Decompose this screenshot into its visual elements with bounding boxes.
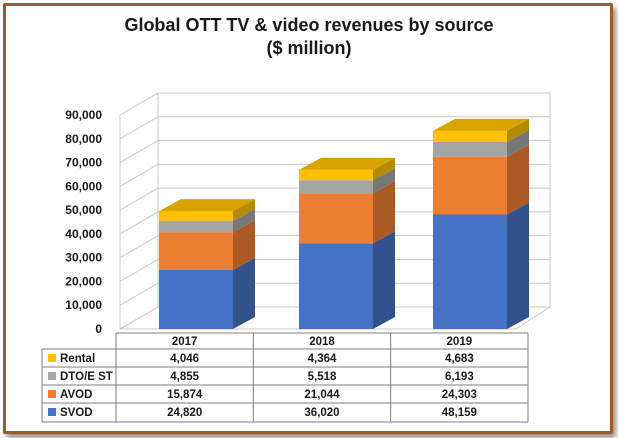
data-label-Rental: 4,046 bbox=[170, 353, 199, 365]
bar-side-AVOD-2017 bbox=[233, 220, 255, 270]
y-tick-label: 70,000 bbox=[65, 156, 102, 170]
bar-top-2019 bbox=[433, 118, 529, 131]
legend-label-SVOD: SVOD bbox=[60, 407, 93, 419]
bar-SVOD-2018 bbox=[299, 243, 373, 329]
data-label-AVOD: 24,303 bbox=[442, 389, 477, 401]
bar-Rental-2018 bbox=[299, 169, 373, 181]
bar-side-DTO/E ST-2018 bbox=[373, 168, 395, 194]
gridline-side bbox=[119, 211, 159, 235]
y-tick-label: 40,000 bbox=[65, 227, 102, 241]
gridline-side bbox=[119, 92, 159, 116]
y-axis: 0 10,000 20,000 30,000 40,000 50,000 60,000 70,… bbox=[65, 108, 102, 336]
y-tick-label: 50,000 bbox=[65, 203, 102, 217]
subtitle-line: ($ million) bbox=[266, 38, 352, 58]
bar-side-SVOD-2017 bbox=[233, 257, 255, 329]
data-label-SVOD: 24,820 bbox=[167, 407, 202, 419]
data-label-DTO/E ST: 5,518 bbox=[308, 371, 337, 383]
data-label-Rental: 4,364 bbox=[308, 353, 337, 365]
gridline-side bbox=[119, 116, 159, 140]
gridline-side bbox=[119, 235, 159, 259]
title-line: Global OTT TV & video revenues by source bbox=[124, 15, 494, 35]
chart-title: Global OTT TV & video revenues by source… bbox=[0, 14, 618, 60]
bar-DTO/E ST-2019 bbox=[433, 141, 507, 157]
legend-key-SVOD bbox=[48, 408, 56, 416]
data-label-DTO/E ST: 4,855 bbox=[170, 371, 199, 383]
data-label-SVOD: 48,159 bbox=[442, 407, 477, 419]
data-table: 2017 2018 2019 Rental 4,046 4,364 4,683 DTO/E S… bbox=[41, 332, 529, 423]
bar-DTO/E ST-2017 bbox=[159, 220, 233, 233]
bar-top-2017 bbox=[159, 199, 255, 212]
bar-side-Rental-2019 bbox=[507, 118, 529, 142]
gridline-side bbox=[119, 187, 159, 211]
y-tick-label: 30,000 bbox=[65, 251, 102, 265]
gridline-side bbox=[119, 282, 159, 306]
bar-side-Rental-2018 bbox=[373, 157, 395, 181]
table-category-header: 2017 bbox=[172, 336, 198, 348]
bar-AVOD-2017 bbox=[159, 232, 233, 270]
bar-side-SVOD-2018 bbox=[373, 231, 395, 329]
legend-label-Rental: Rental bbox=[60, 353, 95, 365]
gridline-side bbox=[119, 163, 159, 187]
legend-key-AVOD bbox=[48, 390, 56, 398]
data-label-AVOD: 21,044 bbox=[304, 389, 340, 401]
bar-Rental-2017 bbox=[159, 211, 233, 221]
legend-label-DTO/E ST: DTO/E ST bbox=[60, 371, 113, 383]
data-label-AVOD: 15,874 bbox=[167, 389, 203, 401]
table-category-header: 2018 bbox=[309, 336, 335, 348]
legend-label-AVOD: AVOD bbox=[60, 389, 92, 401]
table-category-header: 2019 bbox=[447, 336, 473, 348]
bar-side-Rental-2017 bbox=[233, 199, 255, 221]
bar-Rental-2019 bbox=[433, 130, 507, 142]
y-tick-label: 90,000 bbox=[65, 108, 102, 122]
bar-SVOD-2017 bbox=[159, 269, 233, 329]
y-tick-label: 60,000 bbox=[65, 179, 102, 193]
y-tick-label: 10,000 bbox=[65, 298, 102, 312]
bar-DTO/E ST-2018 bbox=[299, 180, 373, 194]
floor bbox=[118, 306, 552, 330]
bar-side-DTO/E ST-2017 bbox=[233, 208, 255, 233]
gridline-side bbox=[119, 140, 159, 163]
y-tick-label: 80,000 bbox=[65, 132, 102, 146]
bar-side-AVOD-2019 bbox=[507, 144, 529, 215]
bar-side-DTO/E ST-2019 bbox=[507, 129, 529, 157]
gridline-side bbox=[119, 259, 159, 282]
bar-side-AVOD-2018 bbox=[373, 181, 395, 244]
bar-AVOD-2019 bbox=[433, 156, 507, 215]
data-label-DTO/E ST: 6,193 bbox=[445, 371, 474, 383]
bar-top-2018 bbox=[299, 157, 395, 170]
bar-SVOD-2019 bbox=[433, 214, 507, 329]
data-label-Rental: 4,683 bbox=[445, 353, 474, 365]
bar-side-SVOD-2019 bbox=[507, 202, 529, 329]
legend-key-DTO/E ST bbox=[48, 372, 56, 380]
data-label-SVOD: 36,020 bbox=[304, 407, 339, 419]
y-tick-label: 0 bbox=[95, 322, 102, 336]
y-tick-label: 20,000 bbox=[65, 274, 102, 288]
bar-AVOD-2018 bbox=[299, 193, 373, 244]
legend-key-Rental bbox=[48, 354, 56, 362]
bars bbox=[159, 118, 529, 329]
